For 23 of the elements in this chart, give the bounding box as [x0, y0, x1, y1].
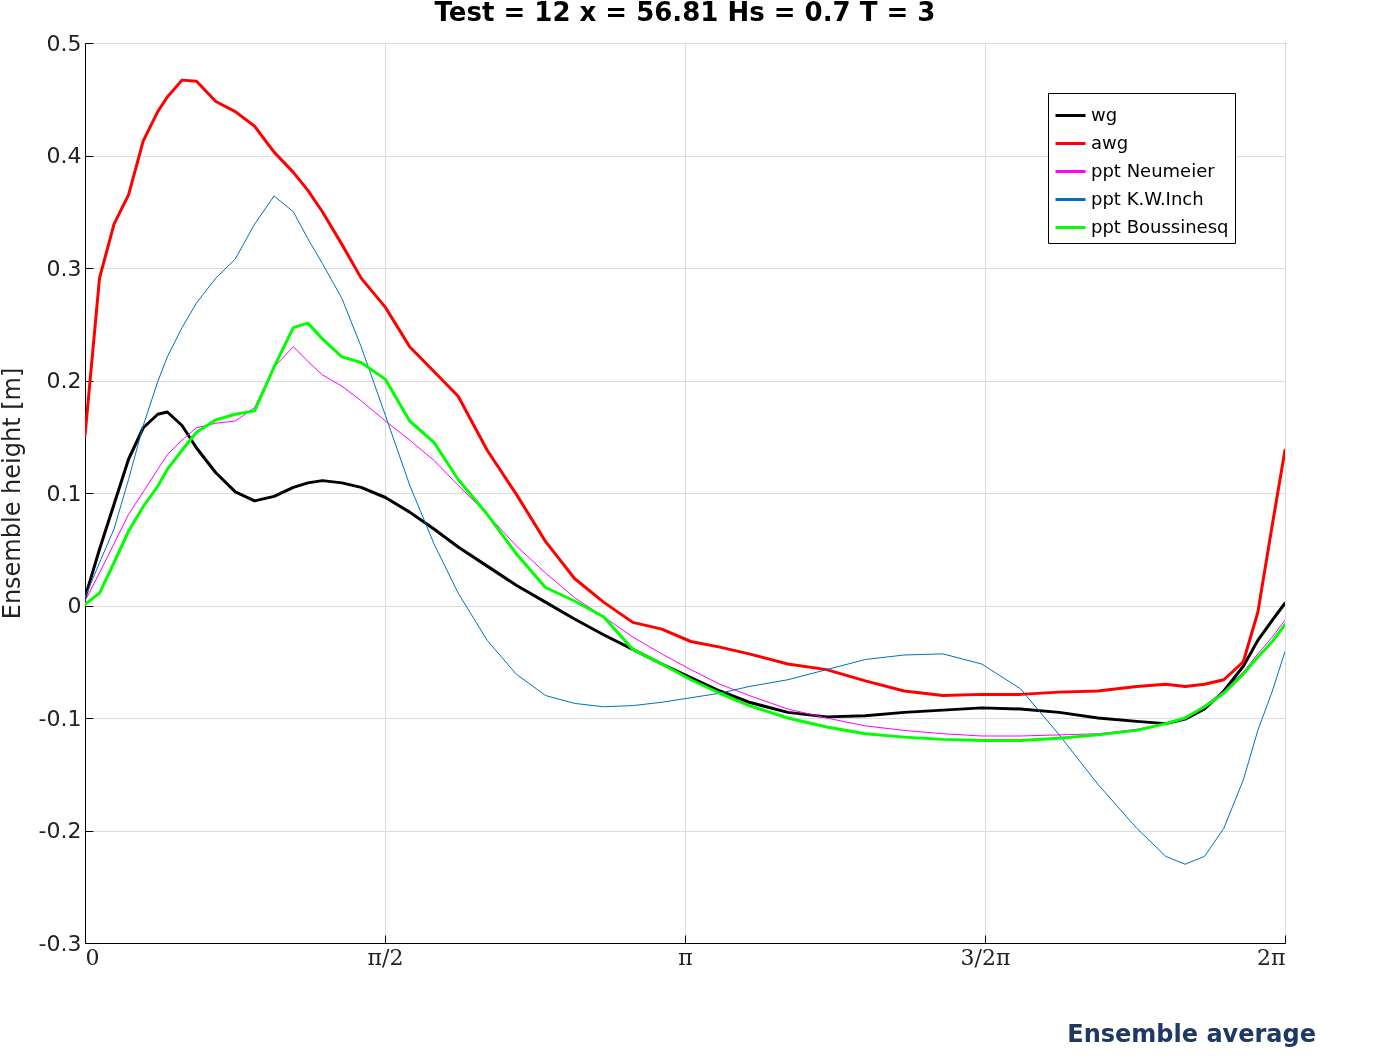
- y-tick-label: 0.2: [46, 368, 82, 393]
- legend-label: ppt K.W.Inch: [1091, 187, 1204, 209]
- y-tick-label: 0.5: [46, 30, 82, 56]
- chart-title: Test = 12 x = 56.81 Hs = 0.7 T = 3: [434, 0, 936, 27]
- text: Ensemble average: [1066, 1020, 1316, 1048]
- y-tick-label: -0.2: [38, 818, 82, 843]
- x-tick-label: 3/2π: [960, 944, 1011, 970]
- legend-label: wg: [1091, 103, 1118, 125]
- legend-label: ppt Boussinesq: [1091, 215, 1229, 237]
- y-tick-label: 0.1: [46, 480, 82, 506]
- x-tick-label: π/2: [367, 944, 404, 970]
- y-tick-label: -0.3: [38, 930, 82, 956]
- x-tick-label: 2π: [1257, 944, 1286, 970]
- y-tick-label: 0: [67, 593, 82, 618]
- y-tick-label: 0.3: [46, 255, 82, 281]
- y-tick-label: 0.4: [46, 143, 82, 168]
- legend-label: awg: [1091, 131, 1129, 153]
- y-tick-label: -0.1: [38, 705, 82, 731]
- line-series: [85, 78, 1285, 697]
- y-axis-title: Ensemble height [m]: [0, 367, 26, 620]
- x-tick-label: π: [678, 944, 693, 970]
- x-tick-label: 0: [85, 944, 100, 970]
- legend-label: ppt Neumeier: [1091, 159, 1216, 181]
